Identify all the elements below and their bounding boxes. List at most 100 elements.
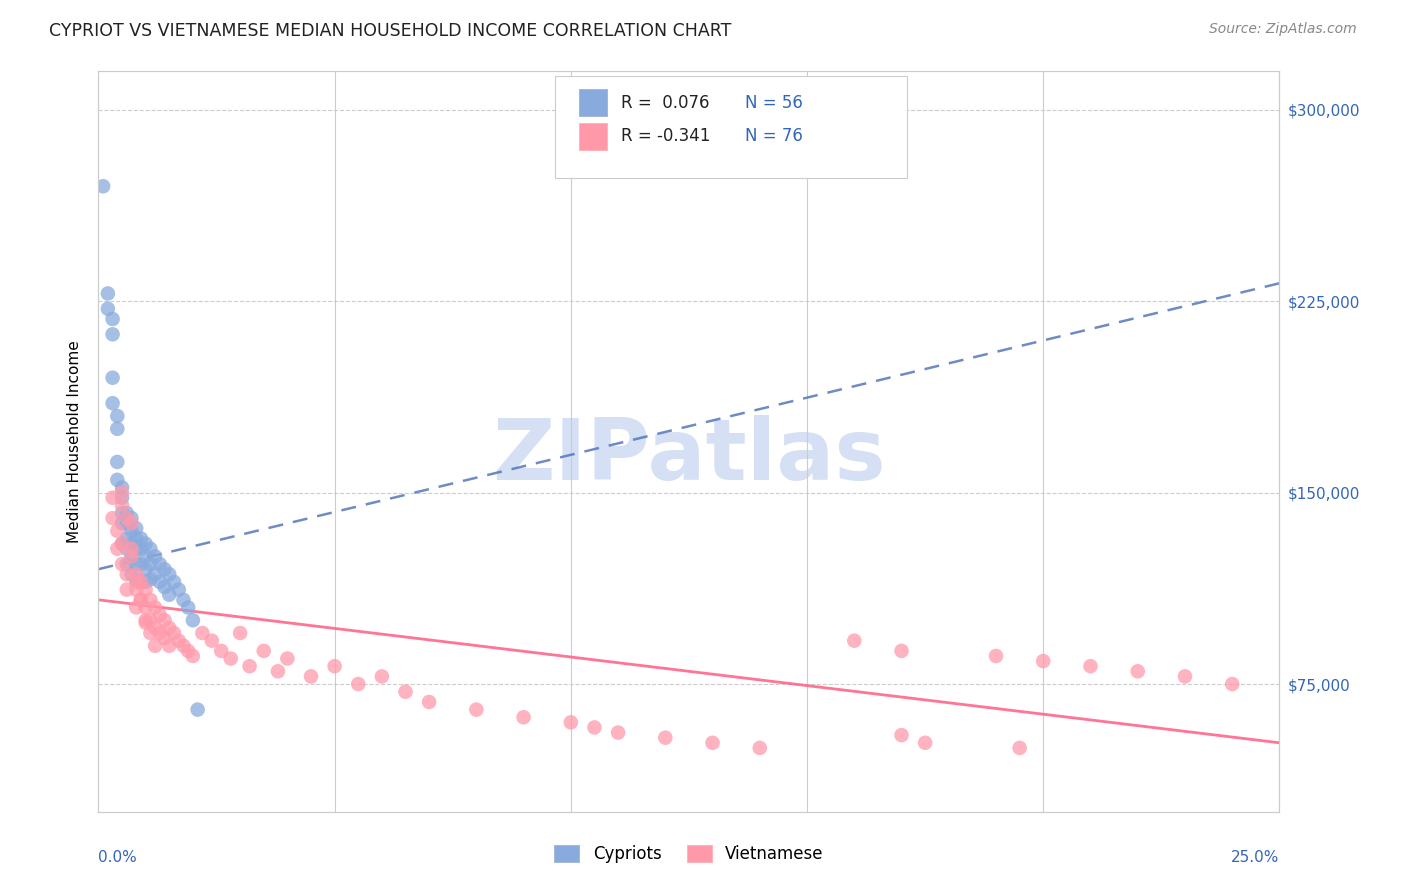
- Point: [115, 511, 138, 525]
- Text: R =  0.076: R = 0.076: [621, 94, 710, 112]
- Point: [890, 728, 912, 742]
- Point: [1080, 659, 1102, 673]
- Point: [394, 684, 416, 698]
- Point: [139, 613, 162, 627]
- Point: [105, 409, 128, 423]
- Point: [984, 648, 1007, 663]
- Point: [143, 600, 166, 615]
- Point: [125, 541, 148, 556]
- Point: [111, 499, 134, 513]
- Point: [844, 633, 866, 648]
- Text: ZIPatlas: ZIPatlas: [492, 415, 886, 498]
- Point: [139, 541, 162, 556]
- Point: [125, 600, 148, 615]
- Point: [129, 557, 152, 571]
- Text: Source: ZipAtlas.com: Source: ZipAtlas.com: [1209, 22, 1357, 37]
- Point: [115, 582, 138, 597]
- Point: [129, 541, 152, 556]
- Point: [276, 651, 298, 665]
- Point: [153, 613, 176, 627]
- Point: [129, 532, 152, 546]
- Point: [143, 621, 166, 635]
- Point: [105, 422, 128, 436]
- Point: [172, 592, 194, 607]
- Point: [267, 665, 290, 679]
- Y-axis label: Median Household Income: Median Household Income: [67, 340, 83, 543]
- Point: [125, 567, 148, 582]
- Point: [167, 582, 190, 597]
- Point: [157, 639, 180, 653]
- Point: [125, 557, 148, 571]
- Point: [135, 615, 157, 630]
- Point: [111, 481, 134, 495]
- Point: [181, 613, 204, 627]
- Point: [149, 608, 172, 623]
- Point: [115, 557, 138, 571]
- Point: [465, 703, 488, 717]
- Point: [143, 549, 166, 564]
- Point: [347, 677, 370, 691]
- Point: [115, 541, 138, 556]
- Point: [135, 536, 157, 550]
- Point: [253, 644, 276, 658]
- Point: [914, 736, 936, 750]
- Point: [111, 485, 134, 500]
- Text: R = -0.341: R = -0.341: [621, 128, 711, 145]
- Point: [105, 524, 128, 538]
- Point: [111, 506, 134, 520]
- Point: [135, 582, 157, 597]
- Point: [111, 516, 134, 531]
- Point: [149, 626, 172, 640]
- Point: [121, 536, 143, 550]
- Point: [101, 370, 124, 384]
- Legend: Cypriots, Vietnamese: Cypriots, Vietnamese: [548, 838, 830, 870]
- Point: [121, 541, 143, 556]
- Point: [153, 562, 176, 576]
- Point: [323, 659, 346, 673]
- Point: [654, 731, 676, 745]
- Point: [111, 491, 134, 505]
- Point: [143, 639, 166, 653]
- Point: [111, 536, 134, 550]
- Point: [201, 633, 224, 648]
- Point: [191, 626, 214, 640]
- Point: [149, 574, 172, 589]
- Point: [121, 549, 143, 564]
- Point: [143, 567, 166, 582]
- Point: [121, 567, 143, 582]
- Point: [101, 491, 124, 505]
- Point: [115, 567, 138, 582]
- Text: CYPRIOT VS VIETNAMESE MEDIAN HOUSEHOLD INCOME CORRELATION CHART: CYPRIOT VS VIETNAMESE MEDIAN HOUSEHOLD I…: [49, 22, 731, 40]
- Point: [181, 648, 204, 663]
- Text: 0.0%: 0.0%: [98, 850, 138, 865]
- Point: [139, 626, 162, 640]
- Point: [1126, 665, 1149, 679]
- Point: [139, 557, 162, 571]
- Point: [583, 721, 606, 735]
- Point: [163, 574, 186, 589]
- Point: [229, 626, 252, 640]
- Point: [149, 557, 172, 571]
- Text: N = 56: N = 56: [745, 94, 803, 112]
- Point: [105, 455, 128, 469]
- Point: [177, 600, 200, 615]
- Point: [163, 626, 186, 640]
- Point: [157, 621, 180, 635]
- Point: [121, 549, 143, 564]
- Point: [702, 736, 724, 750]
- Point: [97, 301, 120, 316]
- Text: 25.0%: 25.0%: [1232, 850, 1279, 865]
- Point: [135, 562, 157, 576]
- Point: [101, 511, 124, 525]
- Point: [101, 327, 124, 342]
- Point: [101, 396, 124, 410]
- Point: [177, 644, 200, 658]
- Point: [91, 179, 114, 194]
- Point: [157, 588, 180, 602]
- Point: [187, 703, 209, 717]
- Point: [299, 669, 322, 683]
- Point: [105, 473, 128, 487]
- Point: [111, 557, 134, 571]
- Point: [135, 574, 157, 589]
- Point: [239, 659, 262, 673]
